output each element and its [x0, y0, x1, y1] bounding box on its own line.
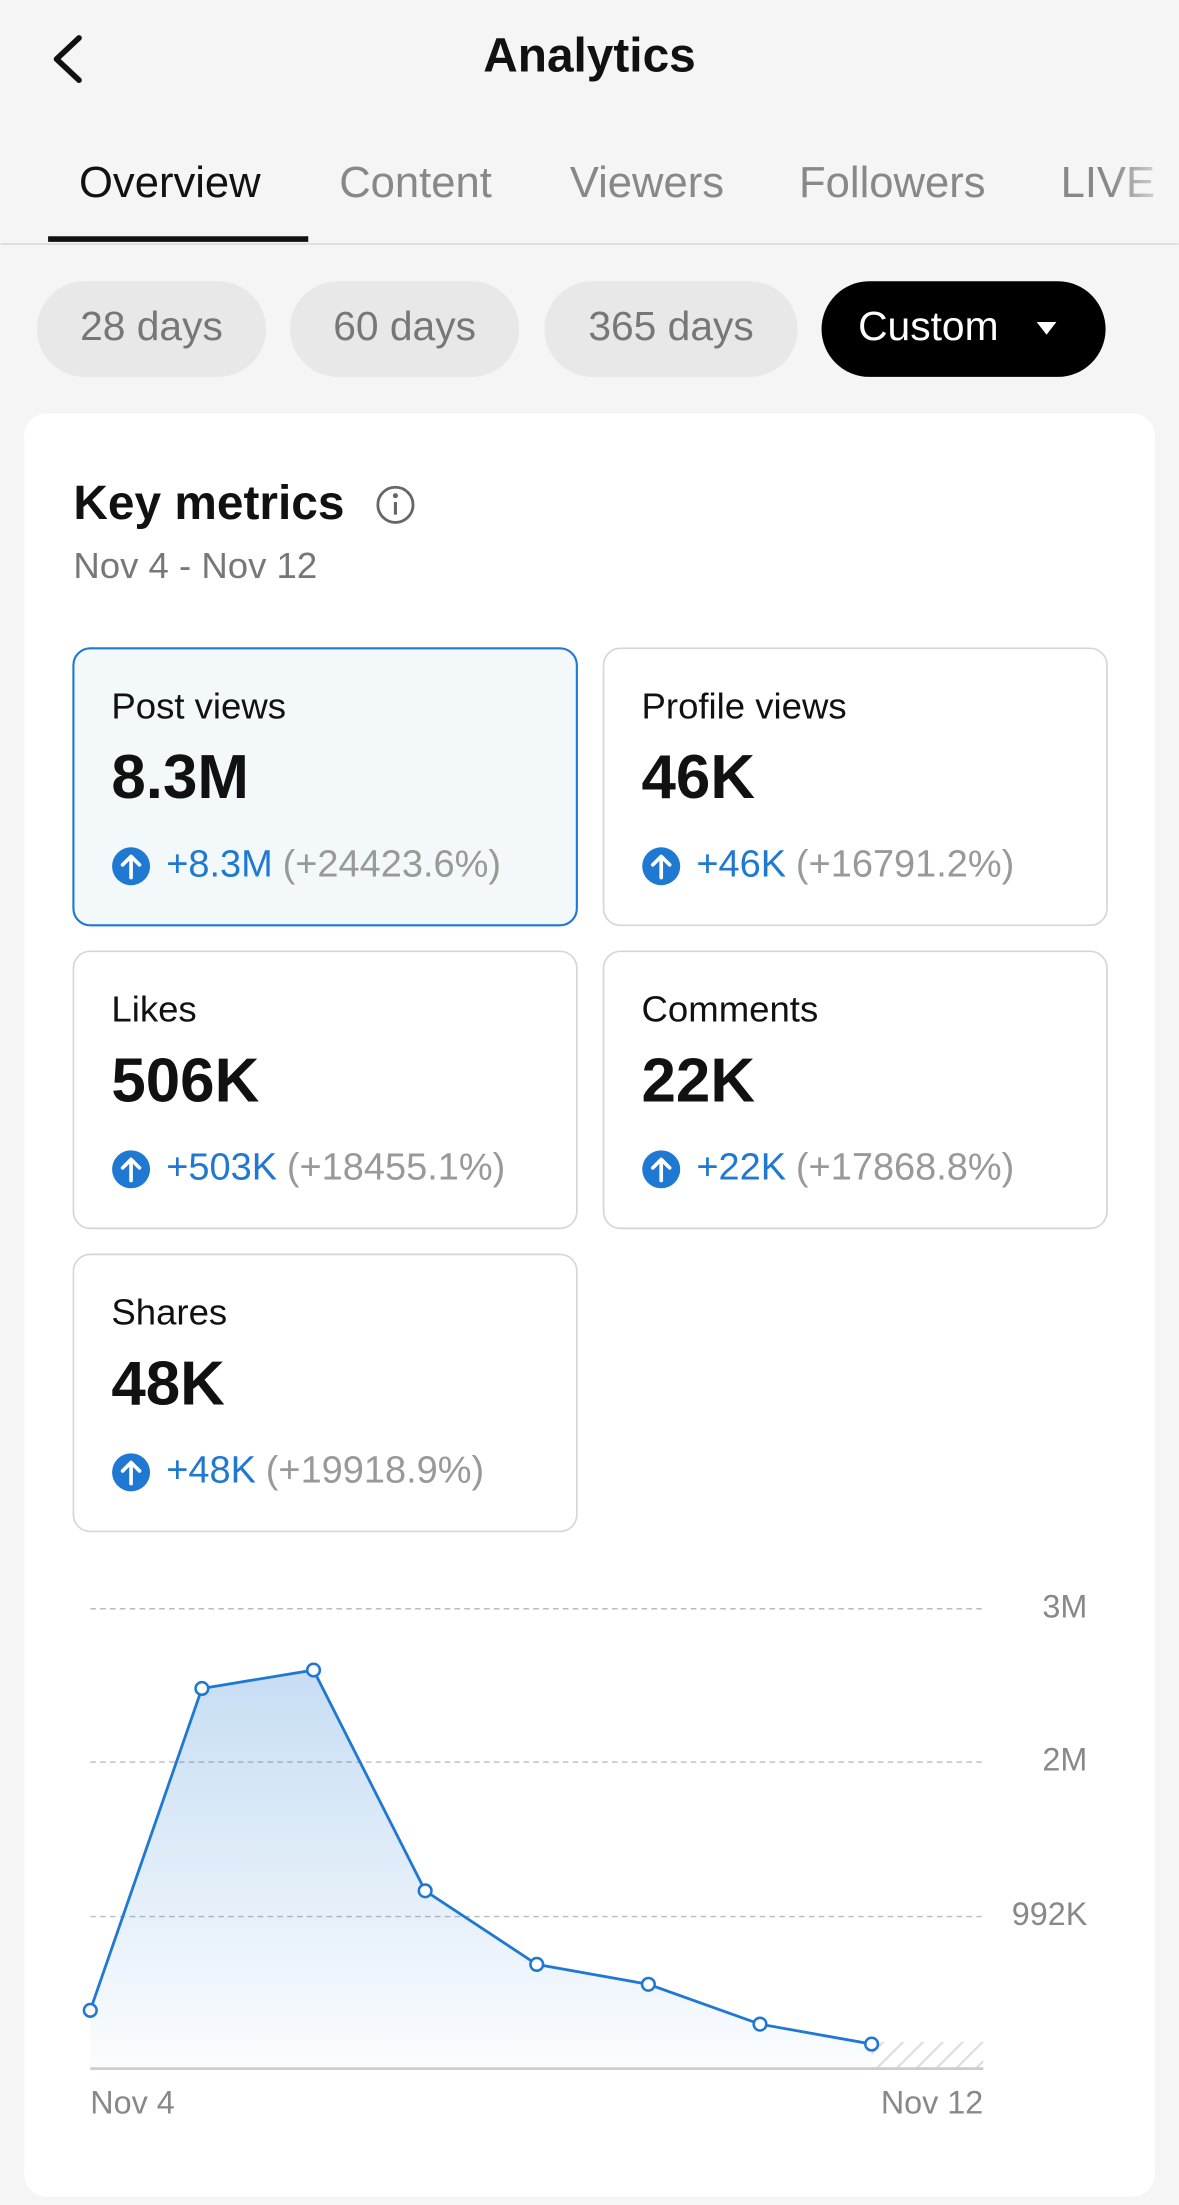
up-arrow — [650, 854, 672, 880]
metric-change: +8.3M (+24423.6%) — [166, 843, 501, 885]
pill-label: 28 days — [80, 303, 223, 349]
tab[interactable]: Viewers — [570, 159, 724, 207]
pill-label: 60 days — [333, 303, 476, 349]
metric-value: 46K — [642, 743, 756, 812]
card-bg — [602, 950, 1108, 1230]
metric-change: +22K (+17868.8%) — [696, 1146, 1014, 1188]
pill-bg — [289, 281, 520, 377]
pill-label: 365 days — [588, 303, 753, 349]
change-value: +46K — [696, 843, 786, 885]
metric-card[interactable]: Comments 22K +22K (+17868.8%) — [602, 950, 1108, 1230]
metric-change: +48K (+19918.9%) — [166, 1449, 484, 1491]
point — [752, 2016, 768, 2032]
up-arrow — [120, 1157, 142, 1183]
date-range-selector: 28 days 60 days 365 days Custom — [36, 281, 1106, 377]
metric-card[interactable]: Likes 506K +503K (+18455.1%) — [72, 950, 578, 1230]
change-value: +48K — [166, 1449, 256, 1491]
date-range-pill[interactable]: 60 days — [289, 281, 520, 377]
tab[interactable]: Followers — [799, 159, 985, 207]
info-icon[interactable] — [376, 485, 415, 524]
chart: 992K 2M 3M Nov 4 Nov 12 — [82, 1588, 1088, 2121]
metric-card[interactable]: Profile views 46K +46K (+16791.2%) — [602, 647, 1108, 927]
x-tick-label: Nov 12 — [881, 2085, 983, 2121]
no-data-hatch — [871, 2041, 984, 2069]
metric-label: Profile views — [642, 685, 847, 726]
change-percent: (+18455.1%) — [287, 1146, 505, 1188]
metric-label: Comments — [642, 988, 819, 1029]
card-bg — [602, 647, 1108, 927]
card-bg — [72, 647, 578, 927]
metric-card[interactable]: Shares 48K +48K (+19918.9%) — [72, 1253, 578, 1533]
tab-fade — [1111, 140, 1179, 231]
card-bg — [72, 1253, 578, 1533]
metric-value: 8.3M — [111, 743, 249, 812]
pill-label: Custom — [858, 303, 998, 349]
pill-bg — [544, 281, 798, 377]
change-percent: (+24423.6%) — [283, 843, 501, 885]
metric-value: 506K — [111, 1046, 259, 1115]
tab-underline — [48, 236, 309, 242]
change-percent: (+19918.9%) — [266, 1449, 484, 1491]
point — [194, 1680, 210, 1697]
change-value: +22K — [696, 1146, 786, 1188]
metric-card[interactable]: Post views 8.3M +8.3M (+24423.6%) — [72, 647, 578, 927]
metric-change: +503K (+18455.1%) — [166, 1146, 505, 1188]
date-range-pill[interactable]: Custom — [821, 281, 1106, 377]
change-value: +503K — [166, 1146, 277, 1188]
metric-grid: Post views 8.3M +8.3M (+24423.6%) Profile vi… — [72, 647, 1108, 1533]
metric-label: Likes — [111, 988, 196, 1029]
tab[interactable]: Overview — [79, 159, 261, 207]
point — [640, 1976, 656, 1992]
change-value: +8.3M — [166, 843, 273, 885]
x-tick-label: Nov 4 — [90, 2085, 174, 2121]
up-arrow — [120, 854, 142, 880]
line — [88, 1668, 872, 2046]
date-range-pill[interactable]: 365 days — [544, 281, 798, 377]
metric-change: +46K (+16791.2%) — [696, 843, 1014, 885]
point — [417, 1883, 433, 1899]
page-title: Analytics — [483, 30, 696, 83]
metric-value: 48K — [111, 1349, 225, 1418]
y-tick-label: 3M — [1042, 1588, 1087, 1624]
up-arrow — [650, 1157, 672, 1183]
pill-bg — [36, 281, 267, 377]
pill-bg — [821, 281, 1106, 377]
dropdown-arrow — [1036, 322, 1057, 335]
metric-label: Post views — [111, 685, 286, 726]
y-tick-label: 992K — [1012, 1896, 1088, 1932]
metric-label: Shares — [111, 1292, 227, 1333]
y-tick-label: 2M — [1042, 1742, 1087, 1778]
metric-value: 22K — [642, 1046, 756, 1115]
point — [529, 1956, 545, 1972]
date-range: Nov 4 - Nov 12 — [73, 545, 317, 586]
up-arrow — [120, 1460, 142, 1486]
back-button[interactable] — [53, 35, 82, 83]
card-bg — [72, 950, 578, 1230]
date-range-pill[interactable]: 28 days — [36, 281, 267, 377]
point — [82, 2002, 98, 2018]
tab-bar: Overview Content Viewers Followers LIVE — [79, 159, 1155, 207]
change-percent: (+17868.8%) — [796, 1146, 1014, 1188]
section-title: Key metrics — [73, 477, 344, 530]
point — [305, 1662, 322, 1678]
change-percent: (+16791.2%) — [796, 843, 1014, 885]
tab[interactable]: Content — [339, 159, 492, 207]
point — [864, 2036, 880, 2052]
area — [90, 1670, 872, 2069]
